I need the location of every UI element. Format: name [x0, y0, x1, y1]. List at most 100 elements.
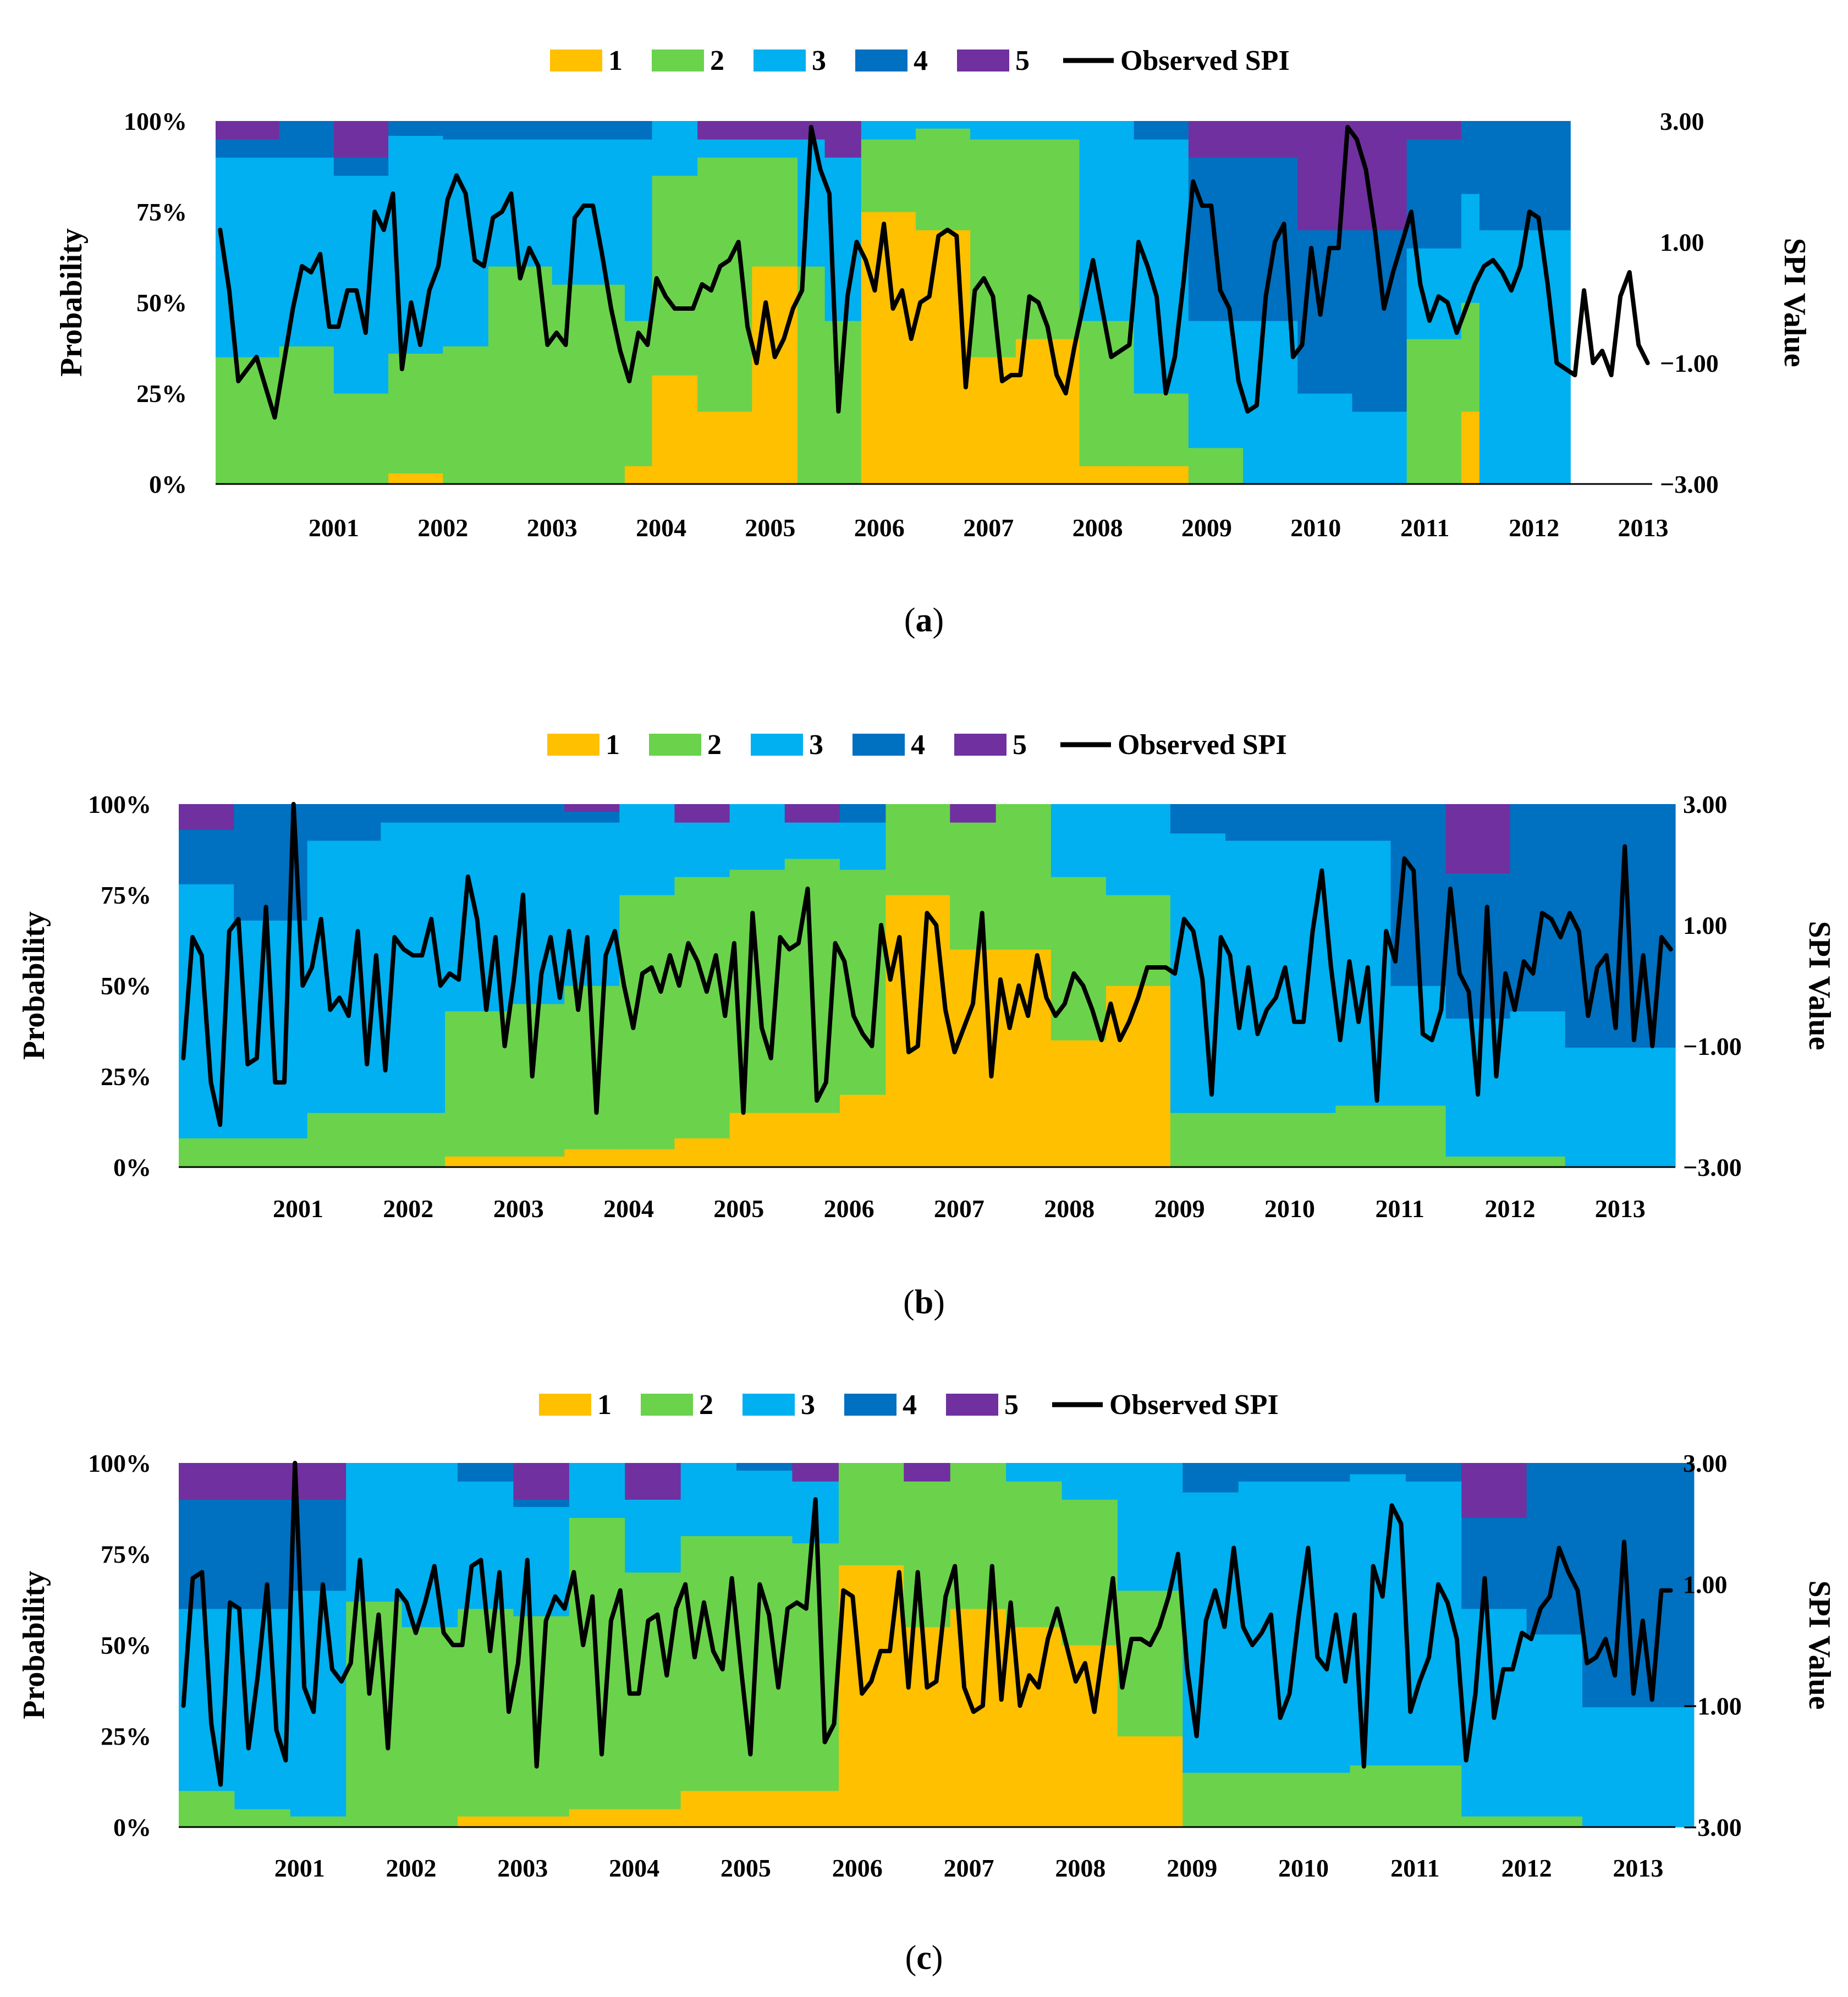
panel-caption: (a) [904, 602, 944, 639]
area-class-4-seg-5 [458, 1463, 514, 1482]
area-class-2-seg-2 [333, 393, 389, 485]
year-tick-label: 2003 [527, 514, 578, 542]
area-class-1-seg-14 [915, 230, 971, 485]
legend: 1 2 3 4 5 Observed SPI [539, 1389, 1279, 1421]
legend-swatch-1 [539, 1394, 591, 1416]
year-tick-label: 2013 [1618, 514, 1669, 542]
area-class-5-seg-10 [752, 121, 798, 140]
area-class-2-seg-2 [307, 1113, 381, 1168]
area-class-2-seg-22 [1445, 1156, 1511, 1168]
year-tick-label: 2002 [417, 514, 468, 542]
left-tick-label: 0% [149, 470, 187, 498]
left-tick-label: 75% [136, 198, 187, 226]
area-class-3-seg-9 [697, 139, 752, 158]
chart-panel-b: 1 2 3 4 5 Observed SPI 0% 25% 50% 75% 100% −3.00 −1.… [17, 729, 1836, 1321]
legend-swatch-3 [751, 734, 803, 756]
year-tick-label: 2007 [944, 1854, 994, 1882]
area-class-5-seg-20 [1243, 121, 1298, 158]
legend-label-5: 5 [1004, 1389, 1019, 1421]
area-class-2-seg-7 [619, 895, 675, 1149]
area-class-4-seg-3 [388, 121, 443, 136]
legend-label-4: 4 [903, 1389, 917, 1421]
year-tick-label: 2006 [824, 1195, 875, 1223]
year-tick-label: 2003 [493, 1195, 544, 1223]
legend-swatch-1 [550, 49, 602, 71]
area-class-5-seg-23 [1406, 121, 1462, 140]
area-class-2-seg-2 [290, 1816, 346, 1828]
legend-label-2: 2 [699, 1389, 713, 1421]
year-tick-label: 2004 [636, 514, 686, 542]
area-class-2-seg-21 [1350, 1765, 1406, 1828]
legend-label-observed-spi: Observed SPI [1118, 729, 1287, 761]
year-tick-label: 2011 [1375, 1195, 1424, 1223]
area-class-1-seg-16 [1062, 1645, 1118, 1828]
area-class-5-seg-6 [513, 1463, 570, 1500]
left-tick-label: 50% [101, 972, 151, 1000]
legend-label-2: 2 [710, 45, 724, 76]
legend-label-3: 3 [801, 1389, 815, 1421]
panel-caption: (b) [903, 1284, 945, 1321]
year-tick-label: 2009 [1181, 514, 1232, 542]
left-tick-label: 75% [101, 1541, 151, 1569]
year-tick-label: 2009 [1167, 1854, 1217, 1882]
legend: 1 2 3 4 5 Observed SPI [547, 729, 1287, 761]
chart-panel-c: 1 2 3 4 5 Observed SPI 0% 25% 50% 75% 100% −3.00 −1.… [17, 1389, 1836, 1977]
legend-swatch-1 [547, 734, 600, 756]
area-class-1-seg-3 [388, 473, 443, 485]
area-class-4-seg-23 [1461, 1517, 1527, 1609]
right-tick-label: −1.00 [1660, 349, 1719, 377]
area-class-2-seg-0 [179, 1790, 235, 1828]
area-class-1-seg-11 [839, 1094, 886, 1168]
area-class-2-seg-15 [1006, 1481, 1063, 1627]
year-tick-label: 2008 [1072, 514, 1123, 542]
area-class-3-seg-17 [1117, 1463, 1183, 1591]
left-tick-label: 25% [101, 1723, 151, 1751]
legend-swatch-5 [946, 1394, 998, 1416]
left-tick-label: 75% [101, 881, 151, 909]
area-class-5-seg-12 [824, 121, 862, 158]
probability-area [179, 804, 1676, 1168]
area-class-1-seg-5 [458, 1816, 514, 1828]
area-class-3-seg-15 [970, 121, 1016, 140]
legend-label-observed-spi: Observed SPI [1120, 45, 1290, 76]
area-class-3-seg-1 [279, 157, 334, 346]
legend-swatch-3 [754, 49, 806, 71]
area-class-3-seg-11 [839, 822, 886, 870]
area-class-5-seg-6 [564, 804, 620, 812]
area-class-2-seg-18 [1182, 1772, 1239, 1828]
year-tick-label: 2001 [274, 1854, 325, 1882]
area-class-1-seg-4 [445, 1156, 510, 1168]
area-class-1-seg-8 [652, 375, 698, 485]
year-tick-label: 2010 [1290, 514, 1341, 542]
legend-swatch-5 [954, 734, 1007, 756]
legend-label-5: 5 [1013, 729, 1027, 761]
area-class-4-seg-6 [564, 811, 620, 823]
legend-label-1: 1 [606, 729, 620, 761]
area-class-2-seg-0 [179, 1138, 234, 1168]
area-class-2-seg-15 [970, 139, 1016, 357]
year-tick-label: 2008 [1055, 1854, 1106, 1882]
legend-swatch-4 [853, 734, 905, 756]
area-class-2-seg-16 [1062, 1499, 1118, 1646]
area-class-3-seg-21 [1297, 393, 1353, 485]
area-class-2-seg-13 [950, 822, 997, 950]
area-class-1-seg-18 [1134, 466, 1189, 485]
area-class-2-seg-22 [1405, 1765, 1462, 1828]
year-tick-label: 2013 [1613, 1854, 1663, 1882]
area-class-2-seg-17 [1170, 1113, 1226, 1168]
area-class-4-seg-5 [509, 804, 565, 823]
year-tick-label: 2002 [383, 1195, 433, 1223]
area-class-3-seg-20 [1294, 1481, 1351, 1773]
area-class-4-seg-3 [381, 804, 446, 823]
area-class-2-seg-20 [1335, 1105, 1392, 1168]
area-class-2-seg-3 [388, 353, 443, 474]
area-class-4-seg-24 [1526, 1463, 1583, 1635]
left-tick-label: 0% [113, 1813, 151, 1841]
area-class-2-seg-15 [1050, 877, 1107, 1041]
area-class-4-seg-20 [1294, 1463, 1351, 1482]
area-class-2-seg-23 [1510, 1156, 1566, 1168]
legend-swatch-2 [652, 49, 704, 71]
legend-label-2: 2 [707, 729, 722, 761]
caption-letter: a [916, 602, 933, 639]
